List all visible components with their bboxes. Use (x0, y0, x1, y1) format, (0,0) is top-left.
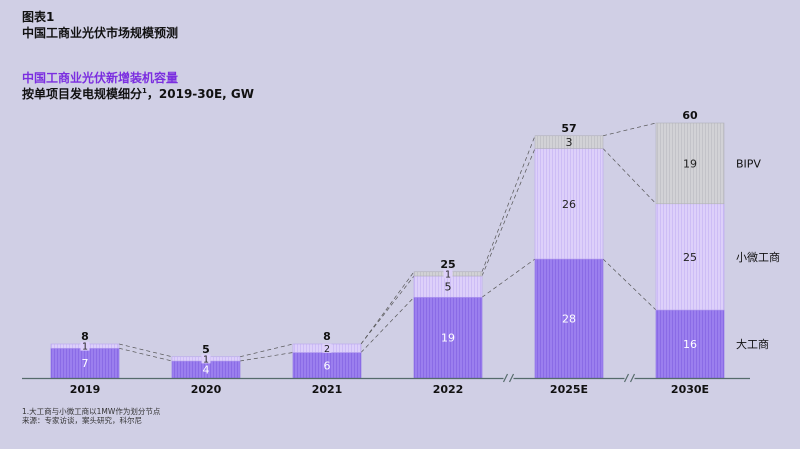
segment-value-label: 16 (683, 338, 697, 351)
total-value-label: 57 (561, 122, 576, 135)
x-tick-label-2019: 2019 (70, 383, 101, 396)
connector-line (118, 347, 173, 362)
chart-title: 中国工商业光伏新增装机容量 (22, 71, 179, 85)
bar-segment-2025E-小微工商 (534, 148, 604, 260)
x-tick-label-2020: 2020 (191, 383, 222, 396)
axis-break-mark (502, 373, 509, 383)
connector-line (360, 275, 415, 345)
segment-label-backdrop (80, 341, 90, 351)
connector-line (118, 343, 173, 358)
segment-value-label: 19 (441, 332, 455, 345)
legend-entry-小微工商: 小微工商 (736, 250, 780, 264)
connector-line (481, 148, 536, 277)
axis-break-mark (623, 373, 630, 383)
segment-label-backdrop (201, 354, 211, 364)
segment-value-label: 3 (566, 136, 573, 149)
legend-entry-BIPV: BIPV (736, 157, 761, 170)
segment-value-label: 19 (683, 157, 697, 170)
segment-value-label: 1 (445, 269, 451, 280)
source-note: 来源：专家访谈，案头研究，科尔尼 (22, 416, 142, 425)
x-tick-label-2022: 2022 (433, 383, 464, 396)
connector-line (602, 148, 657, 204)
subtitle-footnote-marker: 1 (142, 87, 147, 95)
connector-line (239, 352, 294, 362)
connector-line (602, 122, 657, 137)
footnote: 1.大工商与小微工商以1MW作为划分节点 (22, 407, 161, 416)
segment-value-label: 5 (445, 281, 452, 294)
segment-value-label: 25 (683, 251, 697, 264)
bar-segment-2030E-BIPV (655, 122, 725, 205)
segment-value-label: 7 (82, 357, 89, 370)
connector-line (239, 343, 294, 358)
connector-line (602, 258, 657, 311)
bar-segment-2021-大工商 (292, 352, 362, 379)
connector-line (360, 271, 415, 345)
axis-break-mark (629, 373, 636, 383)
legend-entry-大工商: 大工商 (736, 337, 769, 351)
segment-label-backdrop (443, 269, 453, 279)
figure-label: 图表1 (22, 10, 55, 24)
x-tick-label-2030E: 2030E (671, 383, 709, 396)
total-value-label: 5 (202, 343, 210, 356)
chart-subtitle: 按单项目发电规模细分1，2019-30E, GW (22, 85, 254, 102)
bar-segment-2030E-小微工商 (655, 203, 725, 311)
total-value-label: 25 (440, 258, 455, 271)
total-value-label: 8 (81, 330, 89, 343)
subtitle-suffix: ，2019-30E, GW (146, 87, 254, 101)
x-tick-label-2021: 2021 (312, 383, 343, 396)
subtitle-text: 按单项目发电规模细分 (22, 87, 143, 101)
connector-line (481, 135, 536, 272)
segment-value-label: 1 (203, 354, 209, 365)
segment-value-label: 1 (82, 342, 88, 353)
segment-value-label: 6 (324, 359, 331, 372)
total-value-label: 8 (323, 330, 331, 343)
total-value-label: 60 (682, 109, 698, 122)
figure-title: 中国工商业光伏市场规模预测 (22, 26, 179, 40)
segment-label-backdrop (322, 343, 332, 353)
segment-value-label: 2 (324, 344, 330, 355)
segment-value-label: 28 (562, 313, 576, 326)
segment-value-label: 4 (203, 364, 210, 377)
bar-segment-2025E-BIPV (534, 135, 604, 149)
connector-line (360, 297, 415, 353)
x-tick-label-2025E: 2025E (550, 383, 588, 396)
axis-break-gap (624, 373, 635, 383)
axis-break-mark (508, 373, 515, 383)
connector-line (481, 258, 536, 298)
axis-break-gap (503, 373, 514, 383)
segment-value-label: 26 (562, 198, 576, 211)
